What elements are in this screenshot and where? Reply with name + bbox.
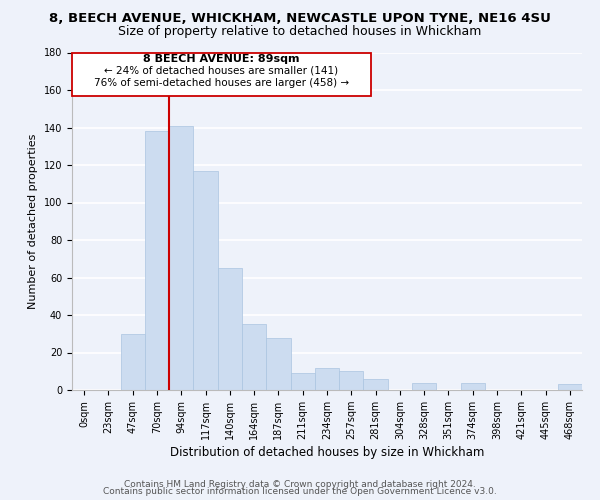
Text: 76% of semi-detached houses are larger (458) →: 76% of semi-detached houses are larger (… xyxy=(94,78,349,88)
X-axis label: Distribution of detached houses by size in Whickham: Distribution of detached houses by size … xyxy=(170,446,484,459)
Bar xyxy=(412,382,436,390)
Text: 8, BEECH AVENUE, WHICKHAM, NEWCASTLE UPON TYNE, NE16 4SU: 8, BEECH AVENUE, WHICKHAM, NEWCASTLE UPO… xyxy=(49,12,551,26)
Bar xyxy=(145,131,169,390)
Y-axis label: Number of detached properties: Number of detached properties xyxy=(28,134,38,309)
Text: 8 BEECH AVENUE: 89sqm: 8 BEECH AVENUE: 89sqm xyxy=(143,54,299,64)
Bar xyxy=(558,384,582,390)
FancyBboxPatch shape xyxy=(72,52,371,96)
Bar xyxy=(364,379,388,390)
Bar xyxy=(193,170,218,390)
Bar xyxy=(339,371,364,390)
Text: ← 24% of detached houses are smaller (141): ← 24% of detached houses are smaller (14… xyxy=(104,66,338,76)
Bar xyxy=(315,368,339,390)
Bar xyxy=(242,324,266,390)
Bar xyxy=(121,334,145,390)
Text: Contains HM Land Registry data © Crown copyright and database right 2024.: Contains HM Land Registry data © Crown c… xyxy=(124,480,476,489)
Bar xyxy=(218,268,242,390)
Bar xyxy=(169,126,193,390)
Text: Size of property relative to detached houses in Whickham: Size of property relative to detached ho… xyxy=(118,25,482,38)
Text: Contains public sector information licensed under the Open Government Licence v3: Contains public sector information licen… xyxy=(103,488,497,496)
Bar xyxy=(290,373,315,390)
Bar xyxy=(461,382,485,390)
Bar xyxy=(266,338,290,390)
